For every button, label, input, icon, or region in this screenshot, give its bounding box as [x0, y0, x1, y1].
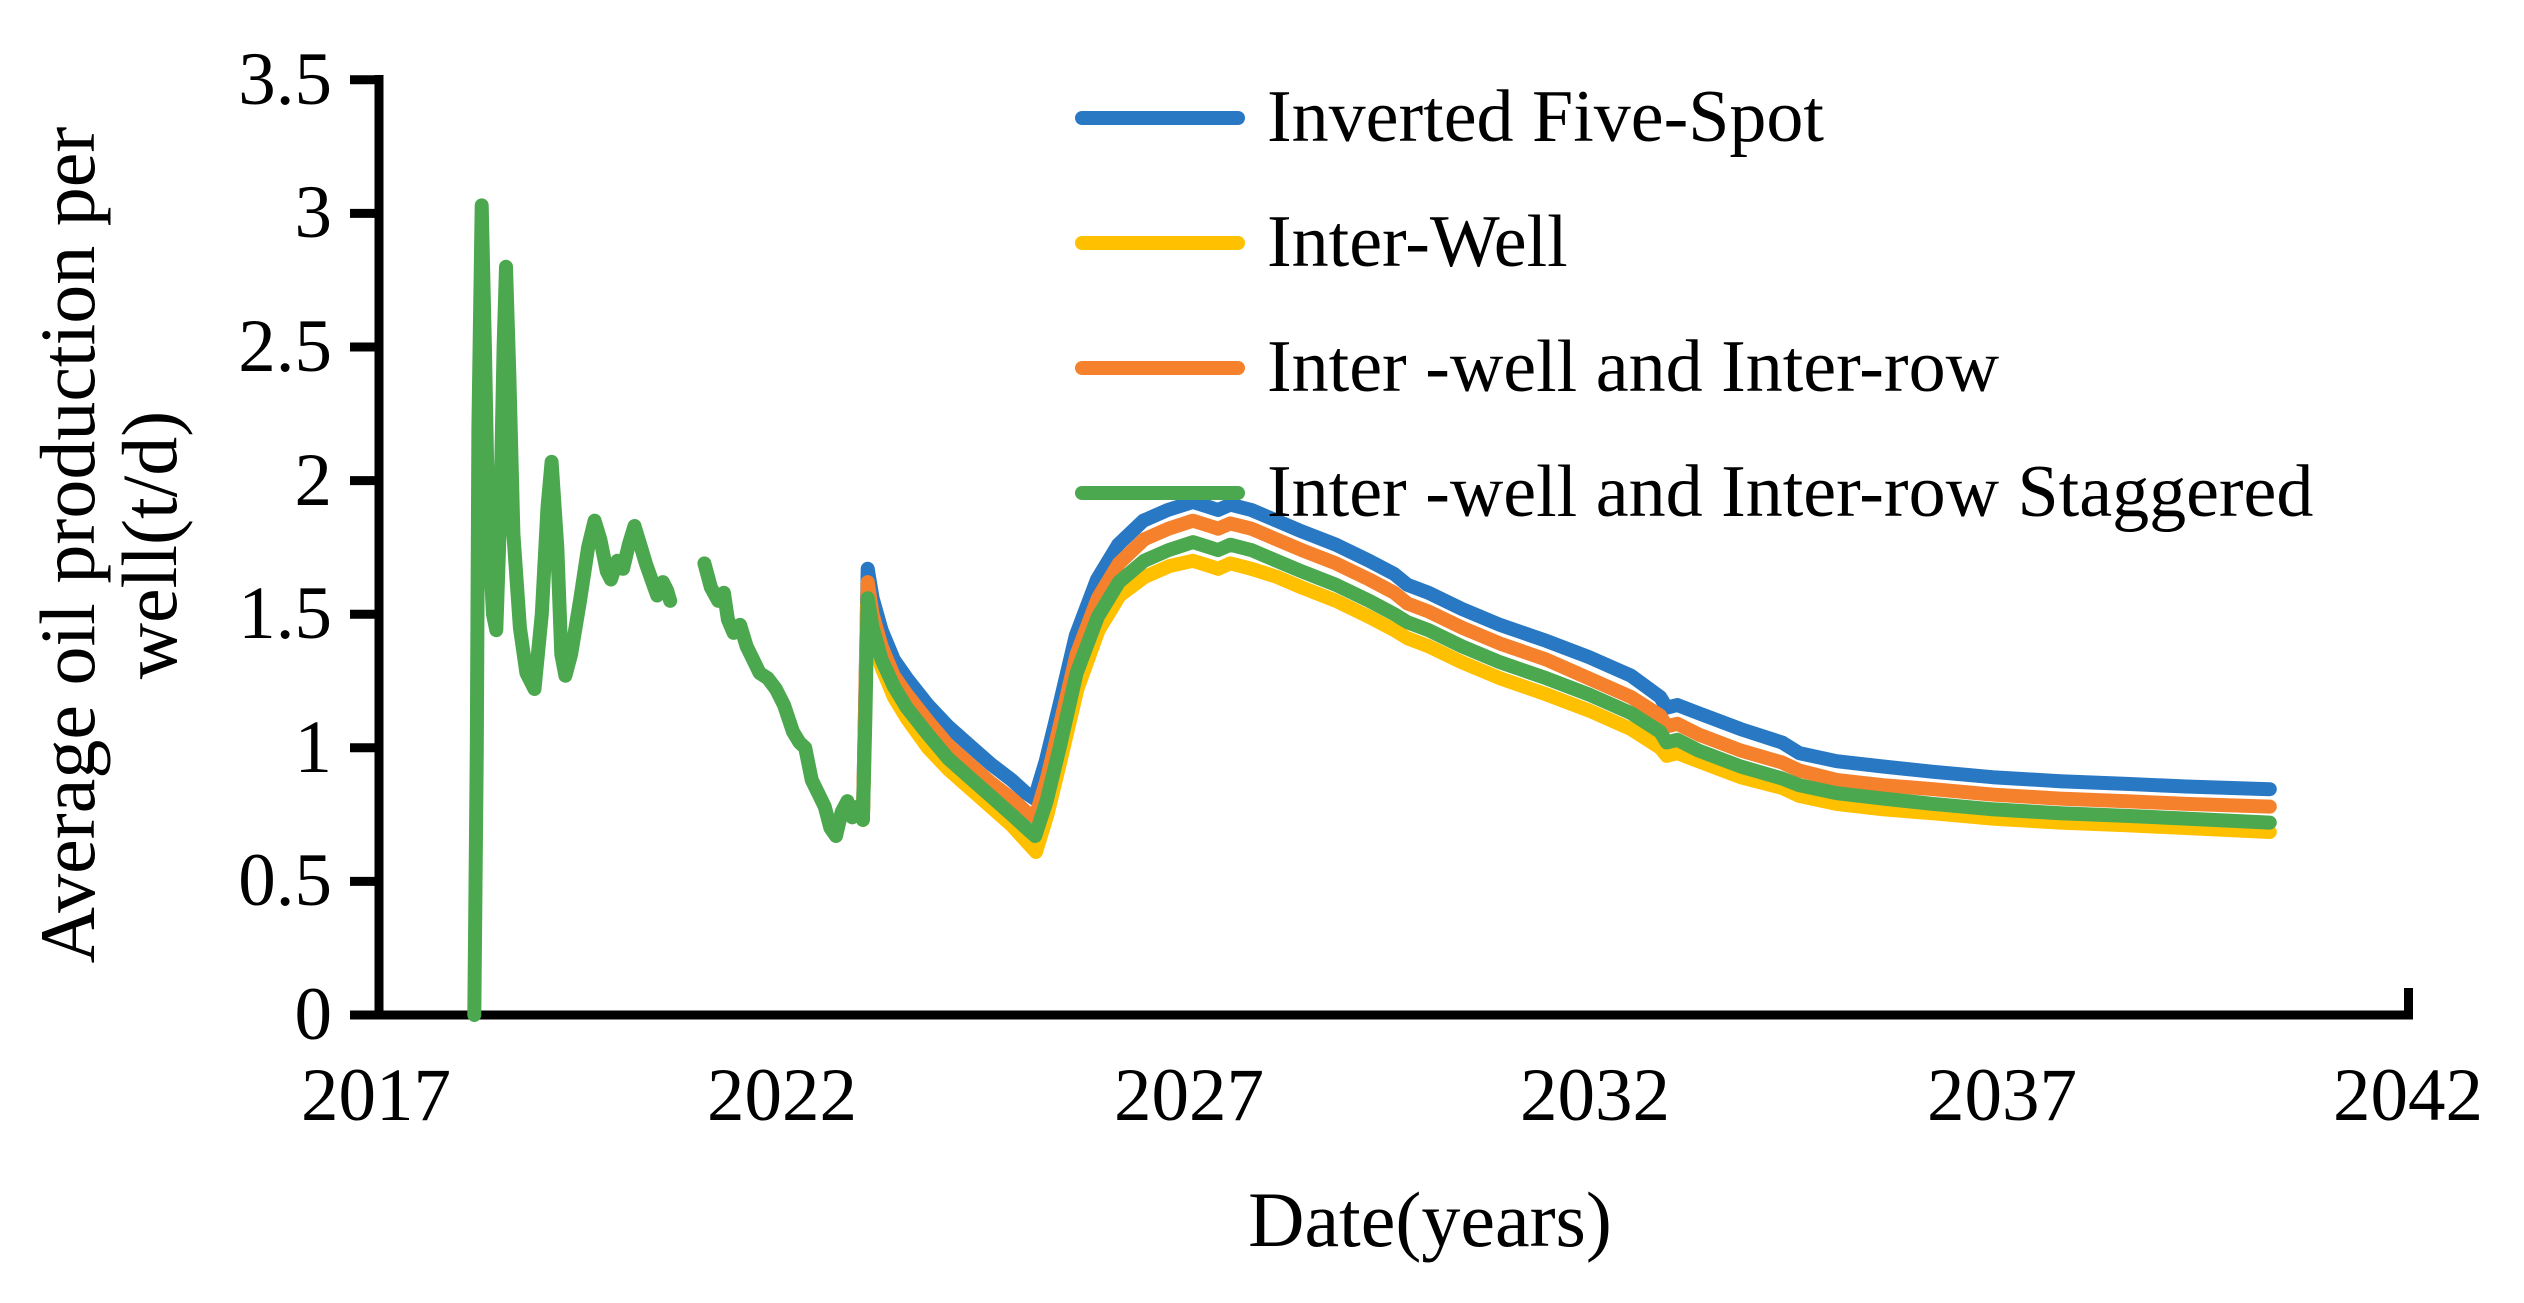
x-tick-label: 2027: [1114, 1054, 1264, 1137]
y-tick-label: 0.5: [238, 839, 332, 922]
y-tick-label: 1: [294, 706, 333, 789]
legend-item: Inter -well and Inter-row Staggered: [1075, 430, 2313, 555]
series-line: [855, 495, 2277, 825]
legend-label: Inverted Five-Spot: [1267, 76, 1824, 158]
x-tick-label: 2017: [301, 1054, 451, 1137]
y-axis-title: Average oil production per well(t/d): [24, 0, 197, 1095]
legend-item: Inverted Five-Spot: [1075, 55, 2313, 180]
y-tick-label: 2.5: [238, 305, 332, 388]
legend-label: Inter-Well: [1267, 201, 1568, 283]
x-axis-title: Date(years): [1248, 1176, 1612, 1263]
x-tick-label: 2022: [707, 1054, 857, 1137]
series-line: [467, 198, 678, 1022]
y-tick-label: 1.5: [238, 572, 332, 655]
legend-swatch-line: [1075, 485, 1245, 500]
series-line: [855, 553, 2277, 859]
y-axis-title-line2: well(t/d): [106, 410, 193, 680]
y-tick-label: 2: [294, 439, 333, 522]
series-line: [697, 535, 2277, 843]
legend-swatch-line: [1075, 360, 1245, 375]
y-tick-label: 3: [294, 171, 333, 254]
y-tick-label: 3.5: [238, 38, 332, 121]
legend: Inverted Five-Spot Inter-Well Inter -wel…: [1075, 55, 2313, 555]
y-axis-title-line1: Average oil production per: [24, 126, 111, 964]
series-line: [855, 513, 2277, 826]
legend-item: Inter -well and Inter-row: [1075, 305, 2313, 430]
legend-label: Inter -well and Inter-row: [1267, 326, 2000, 408]
x-tick-label: 2042: [2333, 1054, 2483, 1137]
legend-item: Inter-Well: [1075, 180, 2313, 305]
legend-swatch-line: [1075, 235, 1245, 250]
x-tick-label: 2037: [1927, 1054, 2077, 1137]
x-tick-label: 2032: [1520, 1054, 1670, 1137]
legend-swatch-line: [1075, 110, 1245, 125]
y-tick-label: 0: [294, 973, 333, 1056]
legend-label: Inter -well and Inter-row Staggered: [1267, 451, 2314, 533]
